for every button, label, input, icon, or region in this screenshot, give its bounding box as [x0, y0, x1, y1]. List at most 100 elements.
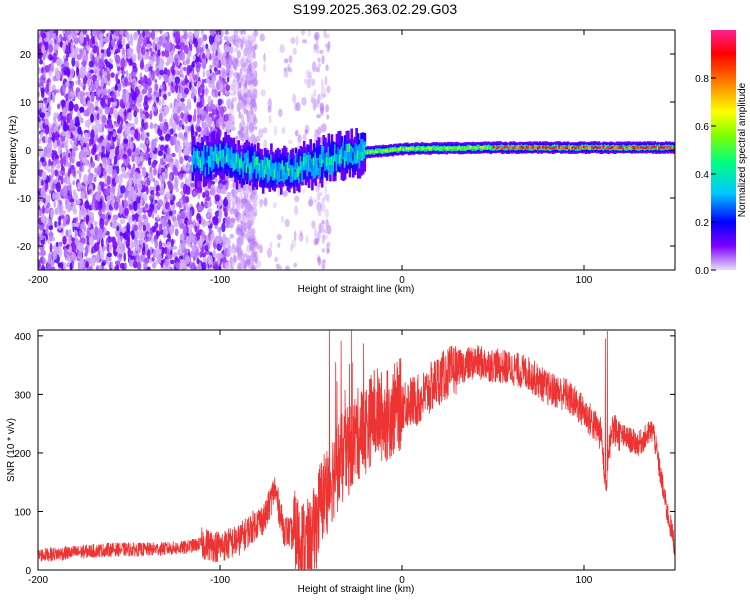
spectrogram-ridge-cell: [209, 146, 213, 164]
spectrogram-ridge-cell: [334, 149, 337, 177]
spectrogram-noise-cell: [64, 31, 68, 37]
spectrogram-noise-cell: [314, 227, 317, 238]
spectrogram-noise-cell: [184, 105, 188, 115]
spectrogram-noise-cell: [57, 114, 61, 122]
spectrogram-noise-cell: [96, 165, 102, 176]
spectrogram-ridge-cell: [314, 160, 317, 178]
spectrogram-noise-cell: [292, 93, 297, 104]
spectrogram-noise-cell: [51, 132, 56, 143]
spectrogram-noise-cell: [166, 147, 170, 156]
spectrogram-noise-cell: [60, 36, 66, 41]
spectrogram-noise-cell: [116, 91, 121, 97]
spectrogram-noise-cell: [129, 129, 136, 135]
spectrogram-ridge-cell: [460, 147, 463, 150]
spectrogram-noise-cell: [114, 146, 119, 158]
spectrogram-ridge-cell: [420, 147, 424, 150]
spectrogram-ridge-cell: [461, 146, 465, 150]
spectrogram-noise-cell: [249, 209, 254, 218]
spectrogram-ridge-cell: [232, 163, 236, 172]
spectrogram-noise-cell: [313, 89, 317, 97]
spectrogram-noise-cell: [80, 117, 84, 124]
spectrogram-ridge-cell: [448, 147, 452, 150]
spectrogram-noise-cell: [218, 91, 221, 97]
spectrogram-noise-cell: [209, 68, 212, 74]
spectrogram-noise-cell: [170, 238, 174, 247]
spectrogram-noise-cell: [91, 198, 95, 208]
spectrogram-noise-cell: [224, 113, 229, 123]
spectrogram-noise-cell: [67, 161, 72, 169]
spectrogram-noise-cell: [263, 63, 267, 73]
spectrogram-noise-cell: [71, 80, 75, 87]
spectrogram-noise-cell: [65, 149, 69, 160]
spectrogram-noise-cell: [299, 230, 303, 237]
spectrogram-ridge-cell: [284, 164, 288, 173]
spectrogram-noise-cell: [61, 131, 66, 137]
spectrogram-noise-cell: [159, 174, 163, 182]
spectrogram-noise-cell: [326, 247, 330, 254]
spectrogram-noise-cell: [214, 89, 219, 98]
spectrogram-noise-cell: [71, 237, 75, 242]
spectrogram-noise-cell: [180, 112, 184, 119]
spectrogram-ridge-cell: [314, 152, 317, 161]
spectrogram-noise-cell: [103, 228, 107, 234]
spectrogram-noise-cell: [284, 58, 289, 64]
spectrogram-noise-cell: [132, 105, 138, 112]
spectrogram-noise-cell: [69, 113, 72, 121]
spectrogram-noise-cell: [326, 85, 331, 94]
spectrogram-ridge-cell: [298, 167, 301, 176]
spectrogram-noise-cell: [162, 83, 166, 91]
spectrogram-noise-cell: [232, 202, 235, 213]
spectrogram-ridge-cell: [214, 147, 217, 156]
spectrogram-noise-cell: [245, 58, 249, 65]
spectrogram-noise-cell: [41, 264, 45, 270]
spectrogram-noise-cell: [70, 67, 74, 78]
spectrogram-ridge-cell: [627, 145, 630, 149]
spectrogram-ridge-cell: [204, 158, 208, 167]
spectrogram-noise-cell: [178, 119, 183, 128]
spectrogram-noise-cell: [186, 65, 190, 76]
spectrogram-noise-cell: [48, 142, 53, 149]
spectrogram-noise-cell: [77, 74, 81, 85]
spectrogram-noise-cell: [39, 59, 44, 65]
spectrogram-noise-cell: [42, 122, 46, 129]
spectrogram-noise-cell: [225, 182, 229, 190]
spectrogram-ridge-cell: [263, 156, 267, 174]
spectrogram-ridge-cell: [492, 145, 496, 149]
spectrogram-noise-cell: [236, 57, 239, 67]
spectrogram-noise-cell: [48, 43, 53, 54]
spectrogram-ridge-cell: [224, 148, 227, 157]
spectrogram-noise-cell: [205, 104, 209, 114]
spectrogram-noise-cell: [164, 31, 169, 37]
spectrogram-noise-cell: [236, 253, 242, 261]
spectrogram-ridge-cell: [270, 168, 273, 177]
spectrogram-noise-cell: [62, 121, 67, 132]
spectrogram-noise-cell: [239, 30, 243, 35]
spectrogram-noise-cell: [141, 118, 145, 128]
spectrogram-noise-cell: [47, 259, 53, 264]
spectrogram-noise-cell: [87, 71, 91, 79]
spectrogram-noise-cell: [96, 45, 100, 57]
spectrogram-ridge-cell: [556, 147, 560, 150]
spectrogram-ridge-cell: [411, 147, 414, 150]
spectrogram-noise-cell: [71, 222, 77, 227]
spectrogram-ridge-cell: [204, 158, 208, 177]
spectrogram-noise-cell: [58, 209, 64, 216]
spectrogram-ridge-cell: [240, 158, 244, 168]
spectrogram-ridge-cell: [370, 150, 373, 154]
spectrogram-noise-cell: [135, 232, 142, 240]
spectrogram-noise-cell: [215, 110, 219, 116]
spectrogram-ridge-cell: [353, 146, 357, 164]
spectrogram-noise-cell: [237, 262, 242, 270]
spectrogram-noise-cell: [98, 89, 101, 98]
spectrogram-noise-cell: [97, 137, 103, 144]
spectrogram-noise-cell: [164, 41, 171, 52]
spectrogram-noise-cell: [274, 256, 279, 263]
spectrogram-ridge-cell: [360, 152, 363, 161]
spectrogram-noise-cell: [146, 92, 152, 98]
spectrogram-noise-cell: [68, 100, 74, 112]
spectrogram-noise-cell: [231, 114, 235, 120]
spectrogram-noise-cell: [201, 262, 207, 270]
spectrogram-noise-cell: [127, 148, 132, 157]
spectrogram-noise-cell: [40, 249, 46, 256]
spectrogram-noise-cell: [238, 134, 245, 141]
